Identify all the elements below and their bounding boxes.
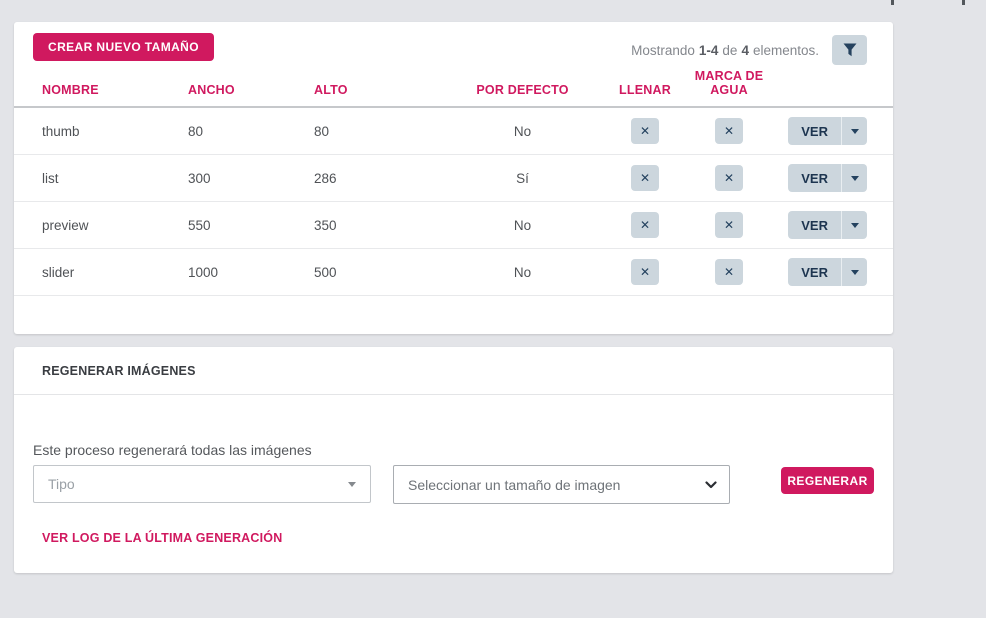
ver-dropdown-toggle[interactable]	[842, 164, 867, 192]
divider	[841, 164, 842, 192]
watermark-toggle-button[interactable]: ✕	[715, 212, 743, 238]
cell-por-defecto: No	[513, 264, 532, 280]
showing-summary: Mostrando 1-4 de 4 elementos.	[631, 43, 819, 58]
ver-split-button: VER	[788, 211, 867, 239]
regenerate-description: Este proceso regenerará todas las imágen…	[33, 442, 312, 458]
ver-split-button: VER	[788, 117, 867, 145]
column-header-llenar: LLENAR	[619, 83, 671, 97]
divider	[841, 117, 842, 145]
column-header-nombre[interactable]: NOMBRE	[42, 83, 99, 97]
watermark-toggle-button[interactable]: ✕	[715, 259, 743, 285]
showing-total: 4	[741, 42, 749, 58]
ver-button[interactable]: VER	[788, 164, 841, 192]
ver-split-button: VER	[788, 164, 867, 192]
ver-dropdown-toggle[interactable]	[842, 117, 867, 145]
llenar-toggle-button[interactable]: ✕	[631, 118, 659, 144]
cell-alto: 350	[314, 217, 337, 233]
cell-por-defecto: No	[513, 123, 532, 139]
funnel-icon	[843, 43, 857, 57]
ver-button[interactable]: VER	[788, 211, 841, 239]
showing-of: de	[722, 42, 738, 58]
caret-down-icon	[348, 481, 356, 487]
chevron-down-icon	[705, 480, 717, 489]
divider	[841, 211, 842, 239]
cell-ancho: 550	[188, 217, 211, 233]
table-row: thumb 80 80 No ✕ ✕ VER	[14, 108, 893, 155]
column-header-por-defecto[interactable]: POR DEFECTO	[476, 83, 569, 97]
column-header-marca-de-agua: MARCA DE AGUA	[694, 69, 764, 97]
panel-title: REGENERAR IMÁGENES	[14, 347, 893, 395]
cell-nombre: slider	[42, 264, 75, 280]
caret-down-icon	[850, 175, 859, 181]
tipo-dropdown[interactable]: Tipo	[33, 465, 371, 503]
cell-nombre: list	[42, 170, 59, 186]
regenerate-images-panel: REGENERAR IMÁGENES Este proceso regenera…	[14, 347, 893, 573]
image-size-select[interactable]: Seleccionar un tamaño de imagen	[393, 465, 730, 504]
ver-button[interactable]: VER	[788, 258, 841, 286]
cell-ancho: 1000	[188, 264, 219, 280]
table-row: list 300 286 Sí ✕ ✕ VER	[14, 155, 893, 202]
sizes-toolbar: CREAR NUEVO TAMAÑO Mostrando 1-4 de 4 el…	[14, 22, 893, 65]
view-last-generation-log-link[interactable]: VER LOG DE LA ÚLTIMA GENERACIÓN	[42, 531, 283, 545]
cell-nombre: preview	[42, 217, 89, 233]
table-header-row: NOMBRE ANCHO ALTO POR DEFECTO LLENAR MAR…	[14, 61, 893, 108]
regenerate-button[interactable]: REGENERAR	[781, 467, 874, 494]
showing-range: 1-4	[698, 42, 719, 58]
ver-dropdown-toggle[interactable]	[842, 258, 867, 286]
llenar-toggle-button[interactable]: ✕	[631, 259, 659, 285]
watermark-toggle-button[interactable]: ✕	[715, 165, 743, 191]
cell-por-defecto: Sí	[516, 170, 529, 186]
image-size-select-value: Seleccionar un tamaño de imagen	[408, 476, 621, 493]
cell-por-defecto: No	[513, 217, 532, 233]
toolbar-right: Mostrando 1-4 de 4 elementos.	[631, 35, 867, 65]
showing-suffix: elementos.	[752, 42, 819, 58]
ver-split-button: VER	[788, 258, 867, 286]
cell-alto: 500	[314, 264, 337, 280]
ver-dropdown-toggle[interactable]	[842, 211, 867, 239]
caret-down-icon	[850, 128, 859, 134]
column-header-ancho[interactable]: ANCHO	[188, 83, 235, 97]
create-new-size-button[interactable]: CREAR NUEVO TAMAÑO	[33, 33, 214, 61]
llenar-toggle-button[interactable]: ✕	[631, 212, 659, 238]
image-sizes-panel: CREAR NUEVO TAMAÑO Mostrando 1-4 de 4 el…	[14, 22, 893, 334]
cell-ancho: 80	[188, 123, 204, 139]
clipped-text-fragment	[962, 0, 965, 5]
llenar-toggle-button[interactable]: ✕	[631, 165, 659, 191]
tipo-placeholder: Tipo	[48, 476, 75, 492]
column-header-alto[interactable]: ALTO	[314, 83, 348, 97]
cell-alto: 80	[314, 123, 330, 139]
watermark-toggle-button[interactable]: ✕	[715, 118, 743, 144]
caret-down-icon	[850, 269, 859, 275]
caret-down-icon	[850, 222, 859, 228]
regenerate-body: Este proceso regenerará todas las imágen…	[14, 395, 893, 572]
divider	[841, 258, 842, 286]
cell-ancho: 300	[188, 170, 211, 186]
table-row: slider 1000 500 No ✕ ✕ VER	[14, 249, 893, 296]
cell-alto: 286	[314, 170, 337, 186]
clipped-text-fragment	[891, 0, 894, 5]
showing-prefix: Mostrando	[631, 42, 695, 58]
filter-button[interactable]	[832, 35, 867, 65]
ver-button[interactable]: VER	[788, 117, 841, 145]
cell-nombre: thumb	[42, 123, 80, 139]
table-row: preview 550 350 No ✕ ✕ VER	[14, 202, 893, 249]
